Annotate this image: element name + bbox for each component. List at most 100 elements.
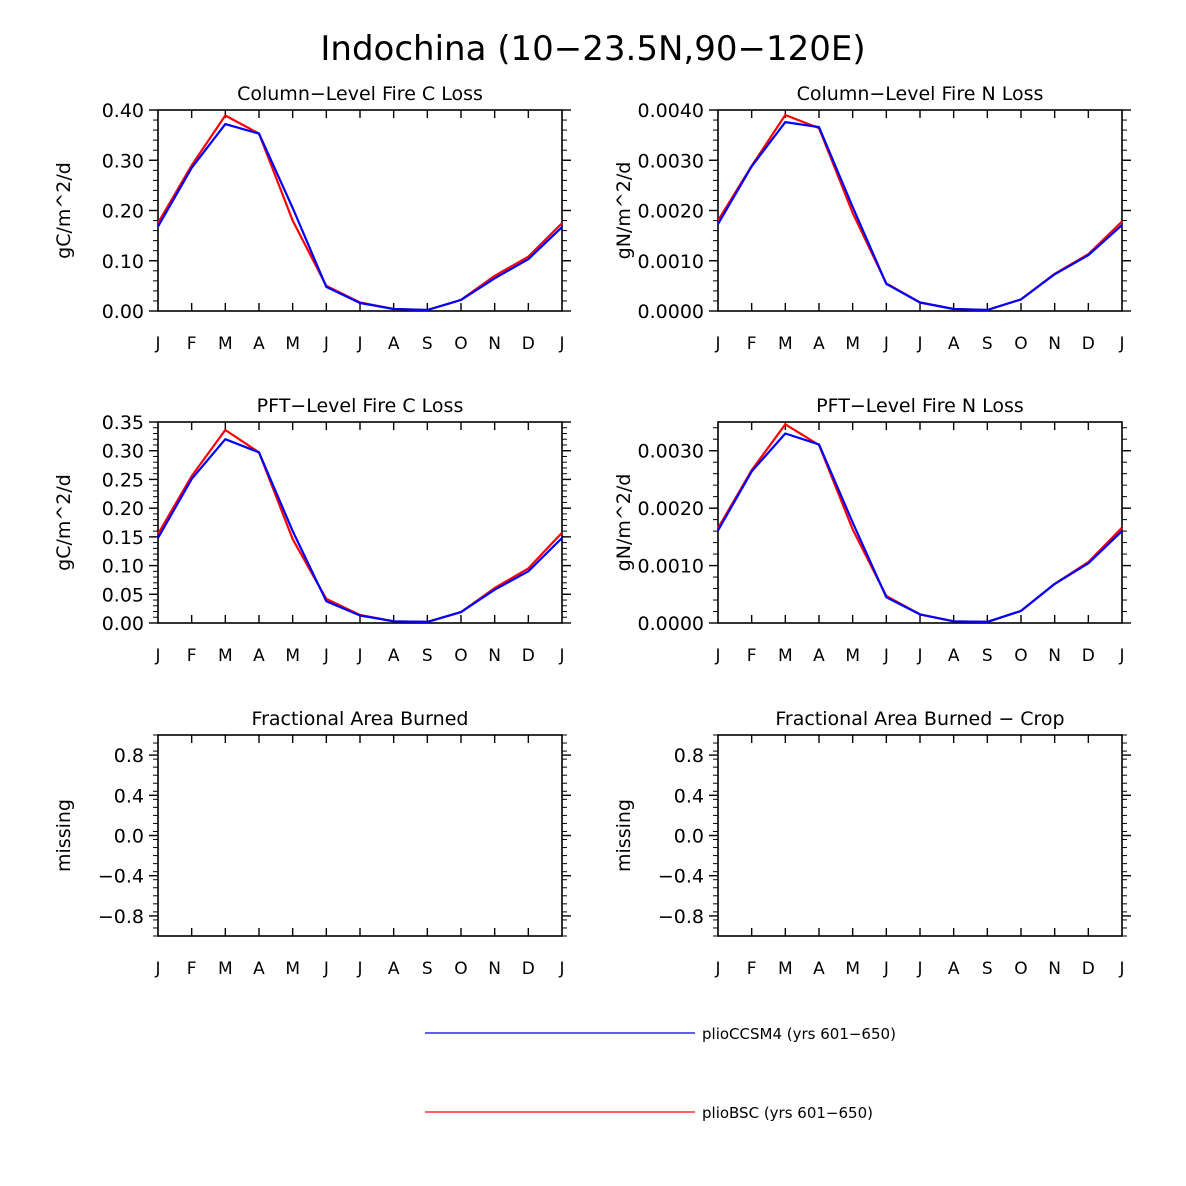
x-tick-label: N xyxy=(488,646,501,666)
y-tick-label: −0.8 xyxy=(658,906,704,928)
x-tick-label: J xyxy=(558,646,564,666)
x-tick-label: M xyxy=(778,334,793,354)
x-tick-label: N xyxy=(488,334,501,354)
x-tick-label: S xyxy=(982,334,993,354)
y-tick-label: 0.05 xyxy=(102,584,144,606)
y-tick-label: 0.0 xyxy=(114,826,144,848)
series-line-plioBSC xyxy=(157,428,563,624)
x-tick-label: N xyxy=(488,959,501,979)
x-tick-label: F xyxy=(187,646,197,666)
y-axis-label: gN/m^2/d xyxy=(613,474,635,572)
y-tick-label: 0.0020 xyxy=(638,201,704,223)
y-axis-label: missing xyxy=(53,799,75,872)
x-tick-label: J xyxy=(323,334,329,354)
y-tick-label: 0.00 xyxy=(102,613,144,635)
y-tick-label: 0.4 xyxy=(114,785,144,807)
y-tick-label: 0.0010 xyxy=(638,556,704,578)
x-tick-label: N xyxy=(1048,959,1061,979)
x-tick-label: J xyxy=(883,959,889,979)
legend-label-plioBSC: plioBSC (yrs 601−650) xyxy=(702,1104,873,1122)
y-tick-label: 0.0030 xyxy=(638,441,704,463)
x-tick-label: D xyxy=(522,959,535,979)
series-line-plioBSC xyxy=(717,113,1123,312)
y-tick-label: 0.30 xyxy=(102,441,144,463)
x-tick-label: J xyxy=(356,646,362,666)
x-tick-label: N xyxy=(1048,646,1061,666)
panel-title: Fractional Area Burned xyxy=(252,708,469,730)
x-tick-label: F xyxy=(187,334,197,354)
x-tick-label: A xyxy=(388,959,400,979)
x-tick-label: M xyxy=(778,959,793,979)
x-tick-label: D xyxy=(522,334,535,354)
plot-frame xyxy=(717,734,1123,937)
x-tick-label: J xyxy=(714,959,720,979)
x-tick-label: J xyxy=(1118,959,1124,979)
x-tick-label: A xyxy=(253,646,265,666)
x-tick-label: M xyxy=(845,959,860,979)
y-tick-label: 0.25 xyxy=(102,469,144,491)
y-tick-label: 0.10 xyxy=(102,251,144,273)
x-tick-label: J xyxy=(154,646,160,666)
series-line-pliocCSM4 xyxy=(717,432,1123,624)
x-tick-label: M xyxy=(285,646,300,666)
x-tick-label: A xyxy=(388,646,400,666)
x-tick-label: O xyxy=(454,646,467,666)
x-tick-label: A xyxy=(948,646,960,666)
y-tick-label: 0.0 xyxy=(674,826,704,848)
x-tick-label: J xyxy=(356,334,362,354)
y-tick-label: 0.20 xyxy=(102,201,144,223)
x-tick-label: J xyxy=(558,334,564,354)
x-tick-label: O xyxy=(454,334,467,354)
x-tick-label: O xyxy=(1014,959,1027,979)
x-tick-label: J xyxy=(916,646,922,666)
x-tick-label: J xyxy=(323,646,329,666)
x-tick-label: O xyxy=(454,959,467,979)
x-tick-label: S xyxy=(422,959,433,979)
x-tick-label: A xyxy=(948,334,960,354)
x-tick-label: D xyxy=(1082,959,1095,979)
x-tick-label: J xyxy=(1118,334,1124,354)
y-tick-label: 0.20 xyxy=(102,498,144,520)
legend: plioCCSM4 (yrs 601−650) plioBSC (yrs 601… xyxy=(425,1025,896,1122)
series-line-pliocCSM4 xyxy=(157,438,563,624)
plot-frame xyxy=(717,109,1123,312)
y-tick-label: 0.30 xyxy=(102,150,144,172)
x-tick-label: S xyxy=(422,334,433,354)
x-tick-label: J xyxy=(154,959,160,979)
x-tick-label: M xyxy=(285,959,300,979)
x-tick-label: A xyxy=(388,334,400,354)
x-tick-label: S xyxy=(982,959,993,979)
series-line-pliocCSM4 xyxy=(717,120,1123,312)
x-tick-label: J xyxy=(323,959,329,979)
y-tick-label: 0.0010 xyxy=(638,251,704,273)
legend-label-pliocCSM4: plioCCSM4 (yrs 601−650) xyxy=(702,1025,896,1043)
y-axis-label: gN/m^2/d xyxy=(613,162,635,260)
panel-title: PFT−Level Fire N Loss xyxy=(816,395,1024,417)
y-tick-label: 0.4 xyxy=(674,785,704,807)
x-tick-label: F xyxy=(747,334,757,354)
x-tick-label: J xyxy=(883,646,889,666)
x-tick-label: M xyxy=(845,334,860,354)
y-axis-label: gC/m^2/d xyxy=(53,162,75,259)
plot-frame xyxy=(157,421,563,624)
x-tick-label: D xyxy=(1082,334,1095,354)
x-tick-label: M xyxy=(845,646,860,666)
y-tick-label: 0.8 xyxy=(674,745,704,767)
x-tick-label: M xyxy=(218,959,233,979)
x-tick-label: J xyxy=(154,334,160,354)
x-tick-label: M xyxy=(285,334,300,354)
x-tick-label: O xyxy=(1014,646,1027,666)
y-tick-label: 0.40 xyxy=(102,100,144,122)
x-tick-label: J xyxy=(883,334,889,354)
x-tick-label: O xyxy=(1014,334,1027,354)
x-tick-label: A xyxy=(253,959,265,979)
y-tick-label: −0.8 xyxy=(98,906,144,928)
x-tick-label: F xyxy=(747,959,757,979)
x-tick-label: M xyxy=(778,646,793,666)
x-tick-label: J xyxy=(558,959,564,979)
